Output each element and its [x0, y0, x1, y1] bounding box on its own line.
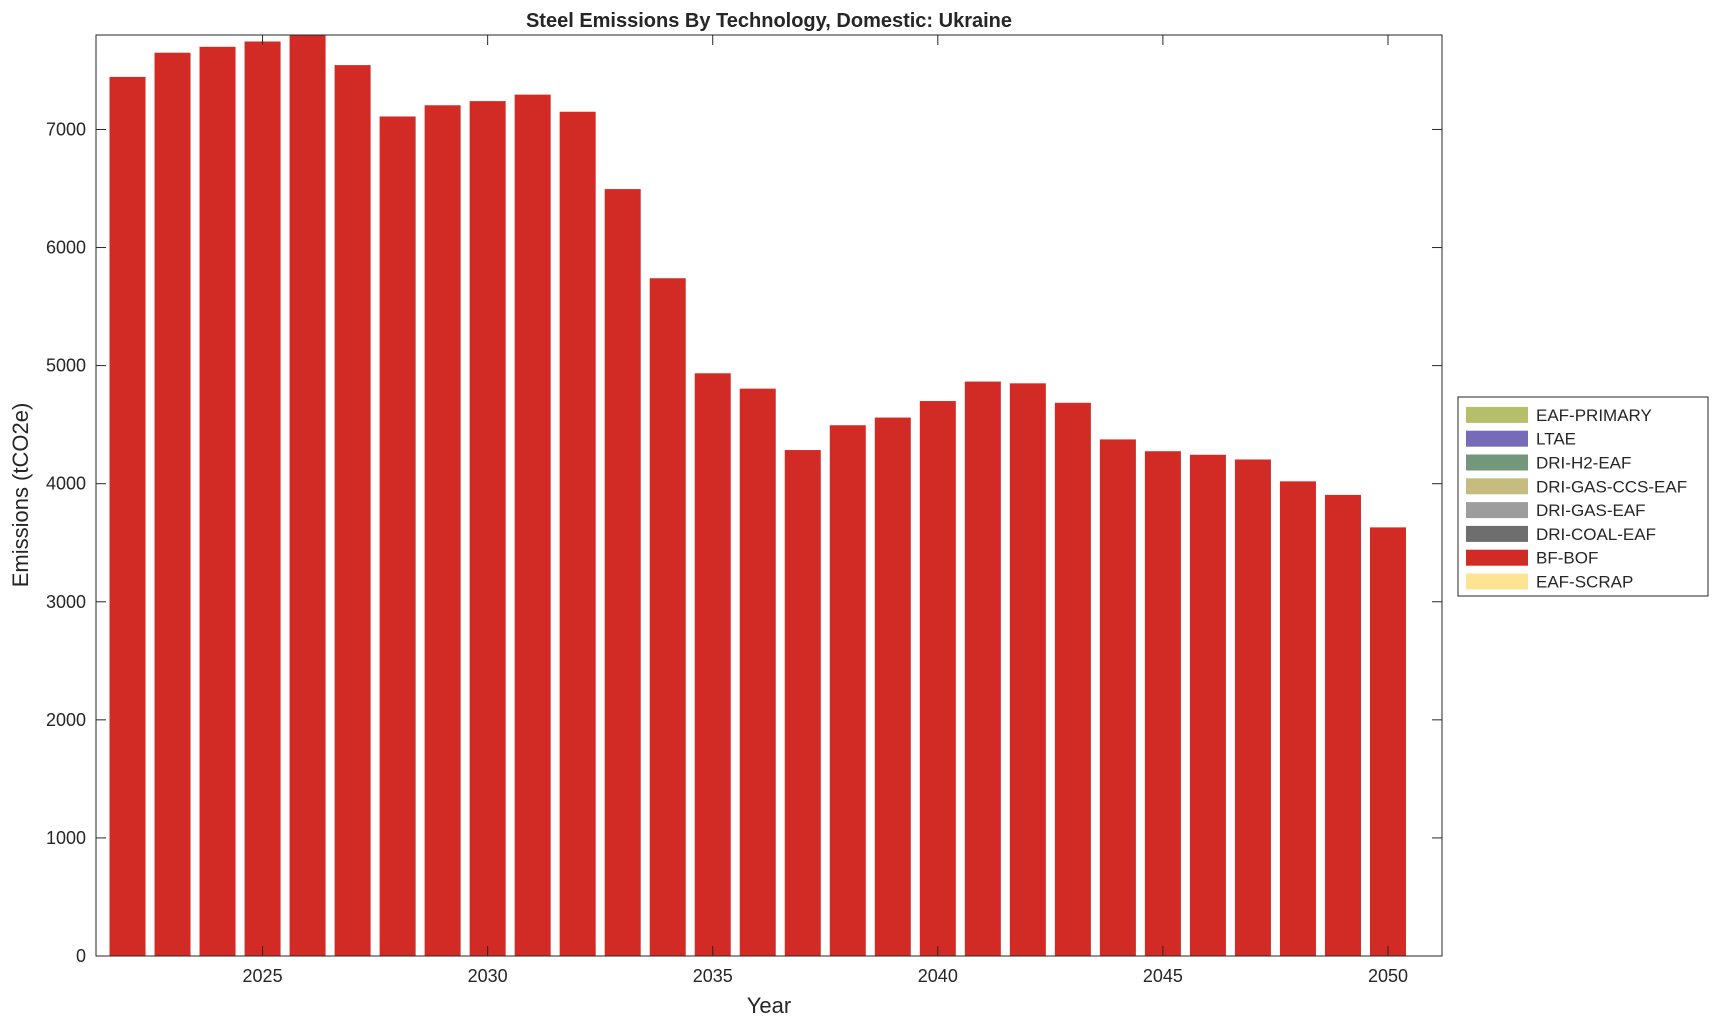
y-tick-label-1000: 1000	[46, 828, 86, 848]
x-tick-label-2030: 2030	[468, 966, 508, 986]
bar-bf-bof-2038	[829, 425, 866, 956]
bars-layer	[109, 35, 1406, 957]
legend-swatch-ltae	[1466, 430, 1528, 447]
bar-bf-bof-2045	[1144, 451, 1181, 956]
bar-bf-bof-2022	[109, 76, 146, 957]
bar-bf-bof-2030	[469, 101, 506, 957]
bar-bf-bof-2049	[1324, 494, 1361, 956]
bar-bf-bof-2026	[289, 35, 326, 956]
bar-bf-bof-2050	[1369, 527, 1406, 956]
legend-label-eaf-primary: EAF-PRIMARY	[1536, 406, 1652, 425]
y-tick-label-3000: 3000	[46, 592, 86, 612]
bar-bf-bof-2044	[1099, 439, 1136, 956]
bar-bf-bof-2029	[424, 105, 461, 956]
x-tick-label-2045: 2045	[1143, 966, 1183, 986]
bar-bf-bof-2024	[199, 46, 236, 957]
legend-swatch-dri-gas-ccs-eaf	[1466, 478, 1528, 495]
y-tick-label-7000: 7000	[46, 119, 86, 139]
x-tick-label-2050: 2050	[1368, 966, 1408, 986]
bar-bf-bof-2036	[739, 388, 776, 956]
bar-bf-bof-2042	[1009, 383, 1046, 957]
legend-swatch-dri-gas-eaf	[1466, 502, 1528, 519]
bar-bf-bof-2043	[1054, 402, 1091, 956]
bar-bf-bof-2033	[604, 189, 641, 957]
y-tick-label-6000: 6000	[46, 238, 86, 258]
x-axis-label: Year	[747, 993, 791, 1018]
legend-swatch-eaf-primary	[1466, 406, 1528, 423]
x-tick-label-2040: 2040	[918, 966, 958, 986]
legend-label-dri-gas-eaf: DRI-GAS-EAF	[1536, 501, 1646, 520]
x-tick-label-2025: 2025	[243, 966, 283, 986]
legend: EAF-PRIMARY LTAE DRI-H2-EAF DRI-GAS-CCS-EAF…	[1457, 396, 1709, 597]
y-tick-label-4000: 4000	[46, 474, 86, 494]
x-tick-label-2035: 2035	[693, 966, 733, 986]
bar-bf-bof-2023	[154, 52, 191, 956]
legend-label-bf-bof: BF-BOF	[1536, 549, 1598, 568]
legend-swatch-dri-h2-eaf	[1466, 454, 1528, 471]
legend-swatch-eaf-scrap	[1466, 573, 1528, 590]
ticks-layer: 0 1000 2000 3000 4000 5000 6000 7000 2025 2030 203…	[46, 35, 1442, 986]
bar-bf-bof-2032	[559, 111, 596, 956]
bar-bf-bof-2040	[919, 401, 956, 956]
plot-frame	[95, 34, 1443, 957]
legend-label-dri-gas-ccs-eaf: DRI-GAS-CCS-EAF	[1536, 477, 1687, 496]
bar-bf-bof-2028	[379, 116, 416, 957]
legend-swatch-dri-coal-eaf	[1466, 525, 1528, 542]
bar-bf-bof-2039	[874, 417, 911, 956]
bar-bf-bof-2031	[514, 94, 551, 956]
legend-label-eaf-scrap: EAF-SCRAP	[1536, 573, 1633, 592]
y-axis-label: Emissions (tCO2e)	[8, 403, 33, 588]
bar-bf-bof-2046	[1189, 454, 1226, 956]
legend-label-ltae: LTAE	[1536, 430, 1576, 449]
bar-bf-bof-2034	[649, 278, 686, 956]
bar-bf-bof-2047	[1234, 459, 1271, 956]
y-tick-label-0: 0	[76, 946, 86, 966]
chart-title: Steel Emissions By Technology, Domestic:…	[526, 10, 1012, 32]
bar-bf-bof-2048	[1279, 481, 1316, 956]
y-tick-label-5000: 5000	[46, 356, 86, 376]
bar-bf-bof-2025	[244, 41, 281, 957]
bar-bf-bof-2035	[694, 373, 731, 956]
legend-label-dri-coal-eaf: DRI-COAL-EAF	[1536, 525, 1656, 544]
legend-swatch-bf-bof	[1466, 549, 1528, 566]
bar-bf-bof-2027	[334, 65, 371, 957]
bar-bf-bof-2041	[964, 381, 1001, 956]
legend-label-dri-h2-eaf: DRI-H2-EAF	[1536, 454, 1631, 473]
bar-bf-bof-2037	[784, 450, 821, 956]
legend-items: EAF-PRIMARY LTAE DRI-H2-EAF DRI-GAS-CCS-EAF…	[1466, 406, 1687, 592]
y-tick-label-2000: 2000	[46, 710, 86, 730]
